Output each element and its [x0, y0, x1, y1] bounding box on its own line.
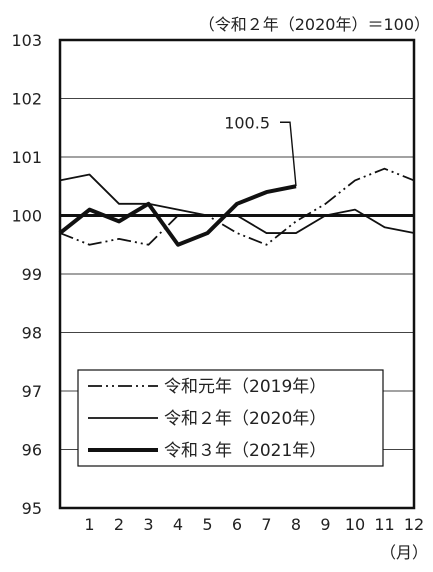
y-tick-label-0: 95 — [22, 499, 42, 518]
x-tick-label-3: 4 — [173, 515, 183, 534]
chart-title: （令和２年（2020年）＝100） — [199, 15, 430, 34]
x-tick-label-5: 6 — [232, 515, 242, 534]
legend: 令和元年（2019年） 令和２年（2020年） 令和３年（2021年） — [77, 369, 384, 467]
y-tick-label-7: 102 — [11, 90, 42, 109]
x-tick-label-2: 3 — [143, 515, 153, 534]
annotation: 100.5 — [224, 113, 297, 187]
x-tick-label-6: 7 — [261, 515, 271, 534]
y-tick-label-4: 99 — [22, 265, 42, 284]
x-tick-label-4: 5 — [202, 515, 212, 534]
x-tick-label-11: 12 — [404, 515, 424, 534]
annotation-label: 100.5 — [224, 113, 270, 132]
x-tick-label-8: 9 — [320, 515, 330, 534]
legend-label-2: 令和３年（2021年） — [164, 441, 326, 461]
x-axis-ticks: 1 2 3 4 5 6 7 8 9 10 11 12 — [84, 515, 424, 534]
series-lines — [58, 167, 415, 247]
legend-label-1: 令和２年（2020年） — [164, 409, 326, 429]
x-tick-label-10: 11 — [374, 515, 394, 534]
series-line-1 — [59, 173, 415, 234]
x-tick-label-7: 8 — [291, 515, 301, 534]
legend-label-0: 令和元年（2019年） — [164, 377, 326, 397]
series-line-2 — [58, 184, 297, 247]
y-tick-label-1: 96 — [22, 441, 42, 460]
y-tick-label-8: 103 — [11, 31, 42, 50]
y-tick-label-2: 97 — [22, 382, 42, 401]
y-tick-label-5: 100 — [11, 207, 42, 226]
plot-frame — [58, 38, 416, 510]
annotation-leader — [280, 121, 297, 187]
x-axis-label: （月） — [380, 543, 428, 562]
series-line-0 — [59, 167, 415, 246]
y-tick-label-3: 98 — [22, 324, 42, 343]
x-tick-label-0: 1 — [84, 515, 94, 534]
x-tick-label-9: 10 — [345, 515, 365, 534]
x-tick-label-1: 2 — [114, 515, 124, 534]
y-tick-label-6: 101 — [11, 148, 42, 167]
y-axis-ticks: 95 96 97 98 99 100 101 102 103 — [11, 31, 42, 518]
